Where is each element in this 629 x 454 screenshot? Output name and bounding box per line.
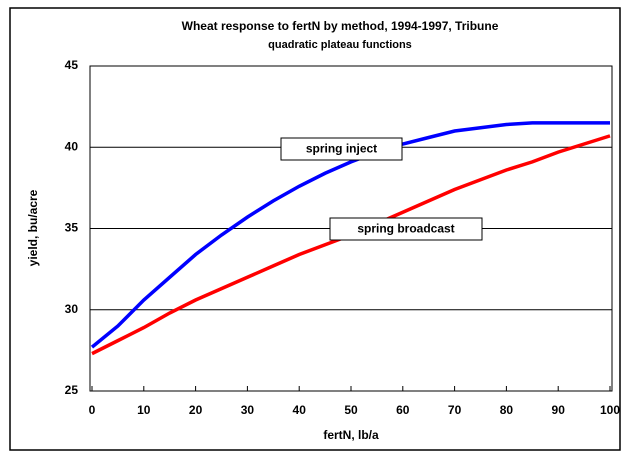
y-axis-label: yield, bu/acre <box>26 189 40 266</box>
chart-subtitle: quadratic plateau functions <box>268 39 412 51</box>
x-tick-label: 10 <box>137 403 151 417</box>
x-tick-label: 20 <box>189 403 203 417</box>
series-label: spring broadcast <box>357 222 454 236</box>
y-tick-label: 30 <box>65 302 79 316</box>
x-tick-label: 80 <box>500 403 514 417</box>
y-tick-label: 35 <box>65 221 79 235</box>
x-tick-label: 100 <box>600 403 620 417</box>
series-label: spring inject <box>306 142 377 156</box>
series-label-box <box>280 137 403 161</box>
x-tick-label: 70 <box>448 403 462 417</box>
x-tick-label: 50 <box>344 403 358 417</box>
series-line <box>90 121 610 349</box>
y-tick-label: 40 <box>65 139 79 153</box>
x-tick-label: 60 <box>396 403 410 417</box>
x-tick-label: 30 <box>241 403 255 417</box>
y-tick-label: 25 <box>65 383 79 397</box>
x-tick-label: 0 <box>89 403 96 417</box>
series-label-box <box>329 217 483 241</box>
y-tick-label: 45 <box>65 58 79 72</box>
chart-title: Wheat response to fertN by method, 1994-… <box>182 19 499 33</box>
x-axis-label: fertN, lb/a <box>323 428 379 442</box>
x-tick-label: 90 <box>552 403 566 417</box>
x-tick-label: 40 <box>293 403 307 417</box>
